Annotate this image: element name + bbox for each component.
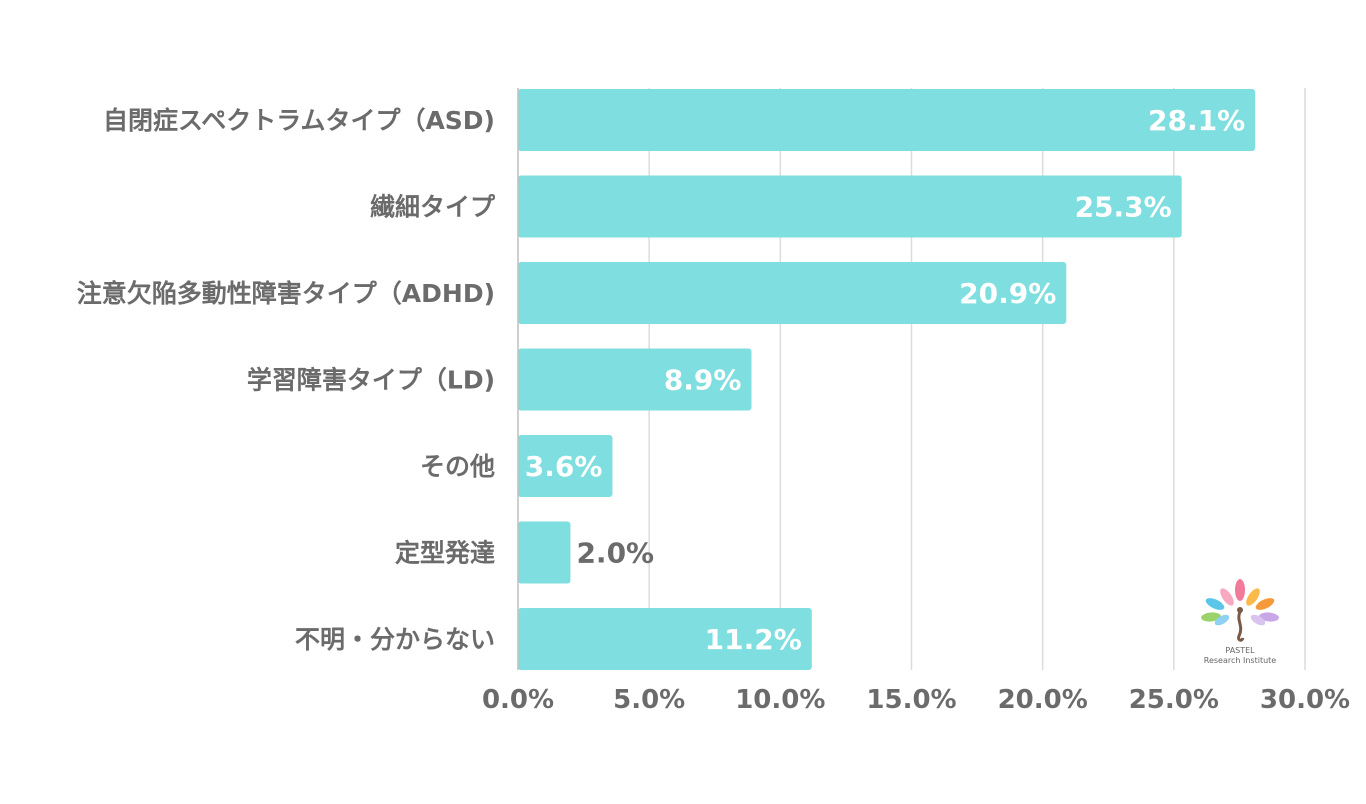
bar <box>518 435 613 497</box>
bar <box>518 175 1182 238</box>
x-tick-label: 15.0% <box>866 685 956 715</box>
category-label: 自閉症スペクトラムタイプ（ASD) <box>103 106 495 135</box>
value-label: 25.3% <box>1075 191 1172 224</box>
bar <box>518 262 1067 324</box>
x-tick-label: 30.0% <box>1260 685 1350 715</box>
x-tick-label: 5.0% <box>613 685 685 715</box>
bar <box>518 521 571 584</box>
x-tick-label: 10.0% <box>735 685 825 715</box>
value-label: 11.2% <box>705 623 802 656</box>
bar <box>518 608 812 670</box>
tree-of-petals-icon <box>1201 579 1279 642</box>
category-label: 学習障害タイプ（LD) <box>247 366 495 395</box>
value-label: 8.9% <box>664 364 742 397</box>
x-tick-label: 20.0% <box>998 685 1088 715</box>
bars <box>518 89 1256 670</box>
bar <box>518 348 752 411</box>
logo-line1: PASTEL <box>1225 646 1255 655</box>
value-label: 3.6% <box>525 450 603 483</box>
x-tick-label: 25.0% <box>1129 685 1219 715</box>
category-label: 繊細タイプ <box>370 193 496 222</box>
logo-line2: Research Institute <box>1204 656 1277 665</box>
category-label: 不明・分からない <box>295 625 495 654</box>
value-label: 20.9% <box>959 277 1056 310</box>
bar <box>518 89 1256 151</box>
value-label: 2.0% <box>576 537 654 570</box>
value-label: 28.1% <box>1148 104 1245 137</box>
category-label: その他 <box>420 452 495 481</box>
pastel-logo: PASTEL Research Institute <box>1201 579 1279 665</box>
labels: 0.0% 5.0% 10.0% 15.0% 20.0% 25.0% 30.0% 自閉症スペクト… <box>77 104 1350 715</box>
category-label: 定型発達 <box>395 539 495 568</box>
category-label: 注意欠陥多動性障害タイプ（ADHD) <box>77 279 495 308</box>
x-tick-label: 0.0% <box>482 685 554 715</box>
